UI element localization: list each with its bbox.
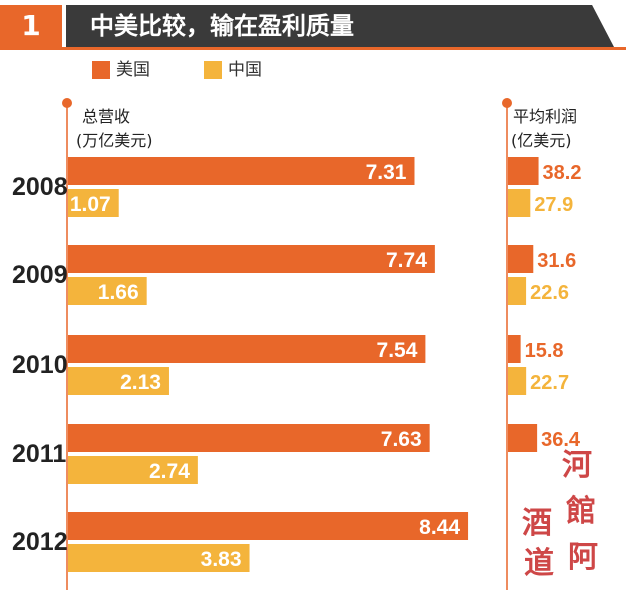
watermark-char: 河: [562, 448, 592, 483]
revenue-bar: [68, 424, 430, 452]
watermark-char: 酒: [522, 506, 552, 541]
revenue-data-label: 7.63: [381, 428, 422, 451]
revenue-data-label: 2.13: [120, 371, 161, 394]
revenue-bar: [68, 277, 147, 305]
revenue-data-label: 2.74: [149, 460, 190, 483]
legend-label-cn: 中国: [228, 60, 262, 80]
legend-swatch-cn: [204, 61, 222, 79]
revenue-bar: [68, 456, 198, 484]
revenue-bar: [68, 157, 415, 185]
legend-swatch-us: [92, 61, 110, 79]
revenue-data-label: 1.66: [98, 281, 139, 304]
profit-bar: [508, 157, 539, 185]
header-underline: [0, 47, 626, 50]
year-tick-label: 2012: [12, 528, 68, 556]
chart-title: 中美比较，输在盈利质量: [90, 12, 354, 40]
revenue-data-label: 1.07: [70, 193, 111, 216]
revenue-bar: [68, 245, 435, 273]
profit-data-label: 22.7: [530, 372, 569, 394]
revenue-bar: [68, 367, 169, 395]
revenue-data-label: 7.31: [366, 161, 407, 184]
profit-bar: [508, 424, 538, 452]
year-tick-label: 2010: [12, 351, 68, 379]
axes-group: 总营收 (万亿美元) 平均利润 (亿美元): [62, 98, 577, 590]
left-axis-marker: [62, 98, 72, 108]
profit-data-label: 22.6: [530, 282, 569, 304]
left-axis-label-line1: 总营收: [82, 107, 130, 126]
watermark-char: 道: [524, 546, 554, 581]
header-banner: 1 中美比较，输在盈利质量: [0, 5, 626, 47]
year-tick-label: 2011: [12, 440, 66, 468]
revenue-bar: [68, 335, 426, 363]
right-axis-marker: [502, 98, 512, 108]
watermark-seal: 河 酒 館 道 阿: [518, 440, 604, 581]
profit-bar: [508, 189, 531, 217]
profit-data-label: 31.6: [537, 250, 576, 272]
header-number-box: 1: [0, 5, 62, 47]
revenue-data-label: 7.54: [377, 339, 418, 362]
year-tick-label: 2009: [12, 261, 68, 289]
profit-data-label: 36.4: [541, 429, 581, 451]
revenue-bar: [68, 512, 469, 540]
header-number: 1: [21, 9, 41, 42]
revenue-data-label: 3.83: [201, 548, 242, 571]
profit-bar: [508, 335, 521, 363]
revenue-data-label: 7.74: [386, 249, 427, 272]
year-tick-label: 2008: [12, 173, 68, 201]
profit-bar: [508, 367, 527, 395]
profit-data-label: 38.2: [543, 162, 582, 184]
watermark-char: 館: [566, 494, 596, 529]
header-title-box: [66, 5, 614, 47]
revenue-bar: [68, 189, 119, 217]
legend-label-us: 美国: [116, 60, 150, 80]
revenue-data-label: 8.44: [419, 516, 460, 539]
right-axis-label-line2: (亿美元): [511, 131, 572, 150]
profit-data-label: 15.8: [525, 340, 564, 362]
revenue-bar: [68, 544, 250, 572]
marks-group: 2008 7.31 1.07 38.2 27.9 2009 7.74 1.66 31.6 22.6…: [12, 157, 581, 572]
watermark-char: 阿: [568, 540, 598, 575]
left-axis-label-line2: (万亿美元): [76, 131, 153, 150]
right-axis-label-line1: 平均利润: [513, 107, 577, 126]
profit-bar: [508, 245, 534, 273]
profit-bar: [508, 277, 527, 305]
profit-data-label: 27.9: [534, 194, 573, 216]
